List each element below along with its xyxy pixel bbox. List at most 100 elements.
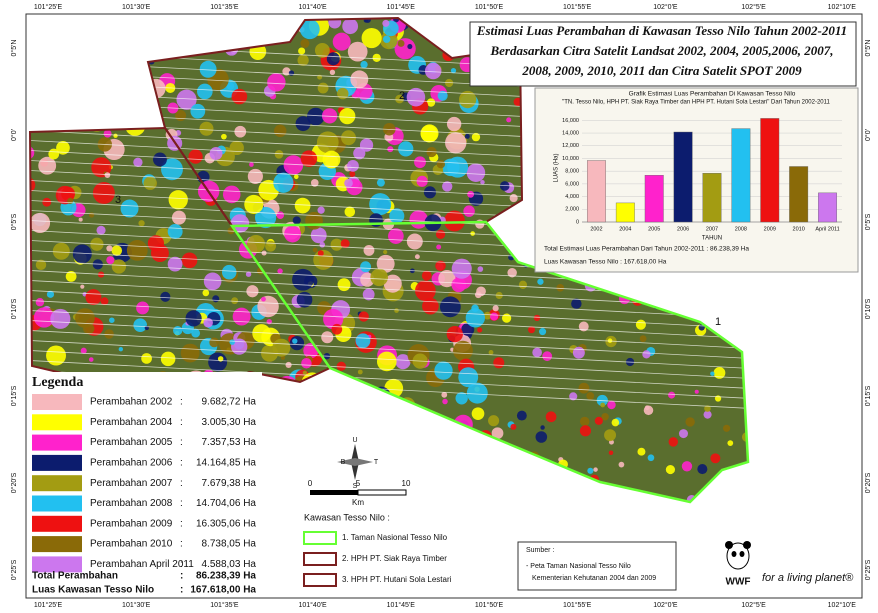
land-patch: [197, 83, 213, 100]
land-patch: [713, 367, 726, 379]
source-line: - Peta Taman Nasional Tesso Nilo: [526, 563, 631, 570]
land-patch: [52, 242, 70, 260]
land-patch: [571, 298, 582, 309]
land-patch: [704, 405, 711, 412]
legend-separator: :: [180, 585, 183, 596]
longitude-label: 101°55'E: [563, 3, 592, 11]
land-patch: [665, 464, 676, 475]
land-patch: [330, 238, 343, 251]
land-patch: [289, 335, 305, 351]
land-patch: [296, 291, 313, 308]
legend-label: Perambahan April 2011: [90, 559, 194, 570]
total-area: 167.618,00 Ha: [190, 585, 256, 596]
x-tick-label: 2008: [735, 226, 747, 232]
land-patch: [703, 410, 712, 419]
land-patch: [298, 47, 306, 55]
longitude-label: 101°40'E: [298, 3, 327, 11]
land-patch: [199, 60, 217, 78]
land-patch: [111, 245, 123, 256]
legend-area: 8.738,05 Ha: [202, 539, 257, 550]
y-tick-label: 10,000: [562, 156, 579, 162]
latitude-label: 0°25'S: [864, 559, 872, 580]
land-patch: [340, 239, 350, 249]
land-patch: [618, 461, 625, 468]
survey-line: [30, 279, 748, 321]
longitude-label: 102°5'E: [741, 601, 766, 609]
land-patch: [321, 331, 334, 344]
land-patch: [678, 429, 688, 439]
land-patch: [464, 133, 470, 139]
land-patch: [347, 159, 359, 172]
latitude-label: 0°25'S: [10, 559, 18, 580]
land-patch: [569, 392, 578, 401]
land-patch: [96, 225, 106, 235]
title: Berdasarkan Citra Satelit Landsat 2002, …: [489, 43, 833, 58]
legend-separator: :: [180, 437, 183, 448]
land-patch: [106, 245, 113, 252]
land-patch: [288, 70, 295, 76]
land-patch: [488, 415, 500, 427]
land-patch: [209, 147, 223, 161]
land-patch: [292, 268, 314, 291]
legend-separator: :: [180, 478, 183, 489]
y-tick-label: 8,000: [565, 169, 579, 175]
land-patch: [190, 103, 206, 119]
land-patch: [370, 268, 388, 287]
land-patch: [209, 337, 220, 348]
longitude-label: 102°10'E: [828, 601, 857, 609]
land-patch: [297, 54, 309, 66]
longitude-label: 101°45'E: [387, 3, 416, 11]
total-label: Total Perambahan: [32, 571, 118, 582]
land-patch: [694, 389, 699, 394]
latitude-label: 0°10'S: [864, 298, 872, 319]
land-patch: [167, 224, 183, 239]
survey-line: [30, 319, 748, 361]
logo-name: WWF: [726, 577, 751, 588]
bar: [644, 175, 664, 223]
land-patch: [492, 305, 499, 312]
land-patch: [133, 318, 148, 332]
legend-separator: :: [180, 498, 183, 509]
land-patch: [406, 87, 426, 107]
land-patch: [283, 155, 304, 175]
land-patch: [232, 307, 251, 326]
land-patch: [445, 78, 454, 88]
legend-area: 7.679,38 Ha: [202, 478, 257, 489]
land-patch: [532, 347, 542, 358]
land-patch: [414, 156, 426, 169]
bar: [789, 166, 809, 223]
land-patch: [388, 228, 404, 244]
legend-area: 3.005,30 Ha: [202, 417, 257, 428]
chart-note: Total Estimasi Luas Perambahan Dari Tahu…: [544, 246, 749, 253]
land-patch: [357, 369, 363, 375]
land-patch: [300, 150, 318, 167]
land-patch: [138, 220, 145, 227]
land-patch: [395, 94, 404, 104]
land-patch: [252, 324, 271, 343]
scale-label: 10: [402, 479, 411, 488]
survey-line: [30, 329, 748, 371]
survey-line: [30, 349, 748, 391]
land-patch: [33, 307, 55, 328]
kawasan-swatch: [303, 552, 337, 566]
land-patch: [113, 133, 118, 138]
compass-label: U: [352, 437, 357, 444]
land-patch: [276, 211, 285, 219]
land-patch: [578, 321, 589, 332]
survey-line: [30, 299, 748, 341]
y-tick-label: 12,000: [562, 143, 579, 149]
land-patch: [329, 69, 336, 75]
land-patch: [471, 407, 485, 420]
land-patch: [535, 431, 548, 443]
land-patch: [436, 244, 442, 250]
legend-swatch: [32, 434, 82, 451]
bar: [702, 173, 722, 223]
land-patch: [344, 178, 353, 188]
land-patch: [267, 73, 286, 92]
bar: [587, 160, 606, 223]
land-patch: [414, 254, 420, 260]
land-patch: [376, 351, 397, 372]
land-patch: [668, 437, 679, 447]
land-patch: [231, 88, 248, 105]
land-patch: [160, 351, 176, 367]
